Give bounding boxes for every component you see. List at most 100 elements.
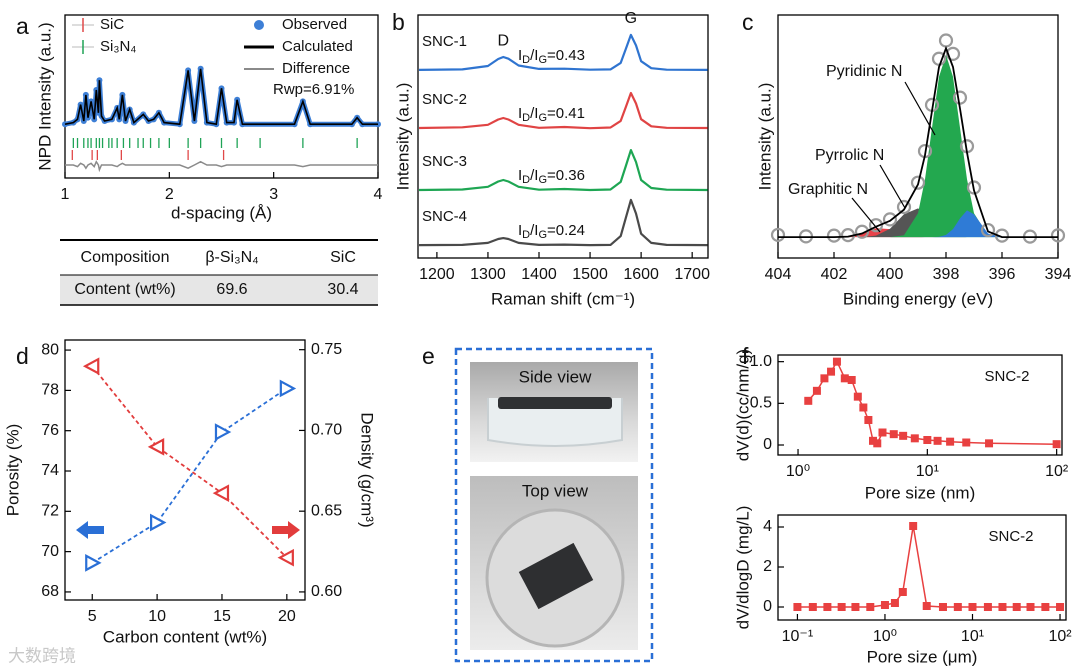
square-marker	[866, 603, 875, 611]
dish	[487, 398, 623, 447]
x-axis-label: d-spacing (Å)	[171, 203, 272, 222]
square-marker	[804, 396, 813, 405]
y-tick-label: 0	[763, 598, 772, 615]
x-tick-label: 10	[148, 608, 166, 625]
y2-tick-label: 0.70	[311, 422, 342, 439]
x-axis-label: Pore size (nm)	[865, 483, 976, 502]
square-marker	[880, 601, 889, 609]
triangle-marker	[279, 379, 297, 398]
y-tick-label: 76	[41, 422, 59, 439]
observed-point	[882, 212, 898, 227]
square-marker	[910, 434, 919, 443]
component-label: Graphitic N	[788, 181, 868, 198]
triangle-marker	[277, 548, 294, 567]
square-marker	[946, 437, 955, 446]
square-marker	[938, 603, 947, 611]
y-tick-label: 4	[763, 518, 772, 535]
x-tick-label: 10¹	[961, 628, 984, 645]
plot-frame	[777, 354, 1063, 456]
y-axis-label: dV(d)(cc/nm/g)	[733, 349, 752, 461]
x-tick-label: 394	[1045, 266, 1072, 283]
square-marker	[1026, 603, 1035, 611]
x-axis-label: Pore size (μm)	[867, 647, 978, 666]
y-axis-label: Intensity (a.u.)	[755, 83, 774, 191]
x-tick-label: 10⁰	[873, 628, 897, 645]
square-marker	[923, 436, 932, 444]
plot-frame	[64, 14, 379, 179]
annotation: SNC-2	[988, 528, 1033, 545]
legend-label: Si₃N₄	[100, 38, 136, 55]
square-marker	[873, 439, 882, 448]
x-tick-label: 402	[821, 266, 848, 283]
x-tick-label: 1400	[521, 266, 557, 283]
panel-letter: d	[16, 343, 29, 369]
y-tick-label: 1.0	[750, 353, 772, 370]
square-marker	[889, 430, 898, 439]
series-label: SNC-3	[422, 153, 467, 170]
spectrum	[418, 91, 708, 130]
x-tick-label: 10¹	[916, 463, 939, 480]
square-marker	[922, 602, 931, 610]
observed-point	[896, 199, 912, 215]
x-tick-label: 1300	[470, 266, 506, 283]
y2-tick-label: 0.75	[311, 341, 342, 358]
peak-label: D	[497, 32, 509, 49]
legend-marker	[254, 20, 264, 30]
ratio-label: ID/IG=0.41	[518, 105, 585, 124]
square-marker	[983, 603, 992, 611]
component-label: Pyridinic N	[826, 63, 902, 80]
annotation: Rwp=6.91%	[273, 81, 354, 98]
y-tick-label: 0	[763, 436, 772, 453]
x-tick-label: 396	[989, 266, 1016, 283]
component-label: Pyrrolic N	[815, 147, 884, 164]
annotation: SNC-2	[984, 368, 1029, 385]
x-tick-label: 1	[61, 186, 70, 203]
panel-letter: b	[392, 9, 405, 35]
y-tick-label: 74	[41, 462, 59, 479]
observed-point	[945, 46, 961, 61]
square-marker	[898, 588, 907, 596]
observed-point	[980, 222, 996, 238]
square-marker	[933, 436, 942, 445]
table-cell: SiC	[330, 249, 356, 266]
square-marker	[890, 599, 899, 607]
spectrum	[418, 198, 708, 247]
dashed-frame	[454, 347, 654, 663]
peak-label: G	[625, 10, 637, 27]
square-marker	[899, 431, 908, 440]
square-marker	[953, 603, 962, 611]
observed-point	[826, 228, 842, 243]
x-tick-label: 10²	[1045, 463, 1069, 480]
square-marker	[869, 436, 878, 445]
square-marker	[1012, 603, 1021, 611]
square-marker	[985, 439, 994, 448]
legend-label: SiC	[100, 16, 124, 33]
observed-point	[62, 121, 68, 128]
leader-line	[904, 81, 936, 136]
triangle-marker	[82, 357, 100, 376]
ratio-label: ID/IG=0.24	[518, 222, 585, 241]
legend-label: Difference	[282, 60, 350, 77]
x-tick-label: 4	[374, 186, 383, 203]
square-marker	[1052, 440, 1061, 449]
composition-table: Composition β-Si₃N₄ SiC Content (wt%) 69…	[60, 239, 378, 306]
square-marker	[1041, 603, 1050, 611]
panel-letter: f	[742, 343, 749, 369]
square-marker	[864, 416, 873, 424]
panel-letter: e	[422, 343, 435, 369]
triangle-marker	[147, 437, 165, 456]
trend-line	[91, 365, 288, 559]
y-tick-label: 78	[41, 382, 59, 399]
x-tick-label: 20	[278, 608, 296, 625]
square-marker	[793, 603, 802, 611]
panel-letter: a	[16, 13, 29, 39]
x-tick-label: 398	[933, 266, 960, 283]
table-cell: Content (wt%)	[74, 281, 175, 298]
plot-frame	[777, 14, 1059, 259]
y2-tick-label: 0.65	[311, 502, 342, 519]
x-tick-label: 1700	[674, 266, 710, 283]
square-marker	[840, 374, 849, 383]
photo-label: Side view	[519, 367, 592, 386]
